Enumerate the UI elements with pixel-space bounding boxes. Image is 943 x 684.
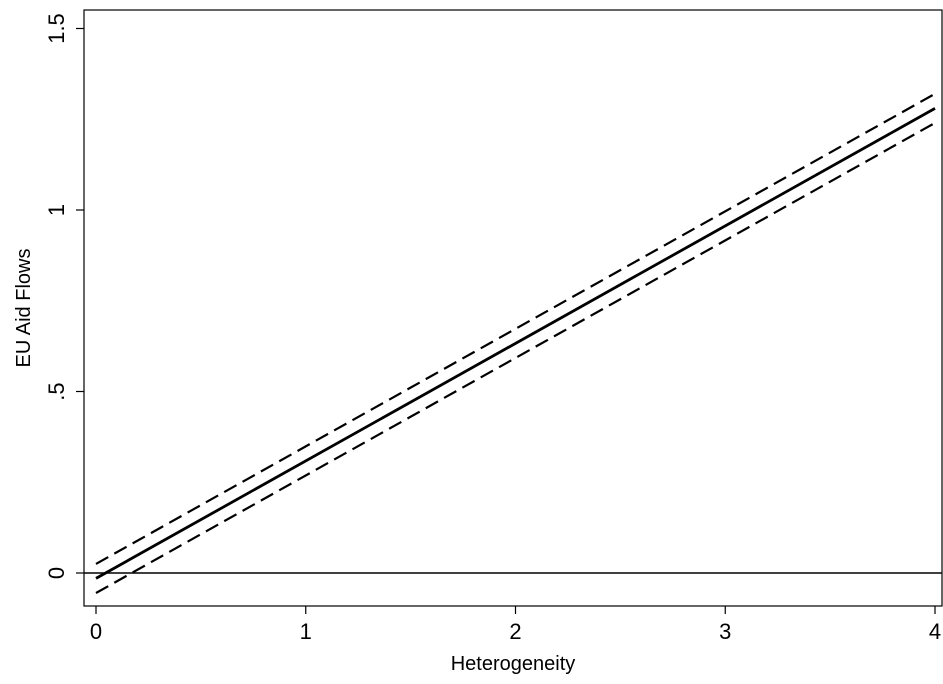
x-axis-title: Heterogeneity [451, 653, 576, 675]
y-tick-label: 0 [44, 567, 69, 579]
x-tick-label: 0 [90, 619, 102, 644]
x-tick-label: 3 [719, 619, 731, 644]
x-tick-label: 1 [300, 619, 312, 644]
confidence-bound-line-2 [95, 121, 936, 594]
confidence-bound-line-1 [95, 92, 936, 565]
y-tick-label: 1.5 [44, 13, 69, 44]
y-axis-title: EU Aid Flows [13, 249, 35, 368]
x-tick-label: 4 [929, 619, 941, 644]
x-tick-label: 2 [509, 619, 521, 644]
y-tick-label: .5 [44, 382, 69, 400]
y-tick-label: 1 [44, 204, 69, 216]
fitted-line-0 [95, 107, 936, 580]
plot-frame [83, 9, 943, 607]
